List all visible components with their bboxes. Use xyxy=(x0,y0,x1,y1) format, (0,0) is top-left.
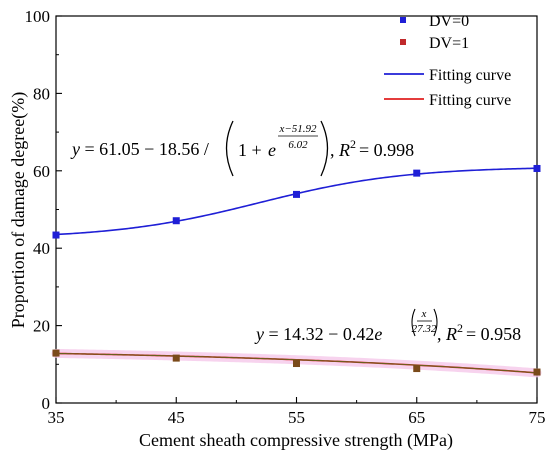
data-point-series1 xyxy=(172,354,180,362)
legend-marker-dv0 xyxy=(400,17,406,23)
x-tick-label: 35 xyxy=(48,408,65,427)
fit-curve-2-overlay xyxy=(55,352,538,374)
eq1-left-paren xyxy=(225,120,234,177)
x-tick-label: 45 xyxy=(168,408,185,427)
svg-text:x−51.92: x−51.92 xyxy=(278,123,317,135)
svg-text:1 +: 1 + xyxy=(238,140,262,160)
legend-label-fit1: Fitting curve xyxy=(429,67,511,84)
svg-text:e: e xyxy=(268,140,276,160)
svg-text:, R2= 0.958: , R2 = 0.958 xyxy=(437,321,521,344)
data-point-series1 xyxy=(413,365,421,373)
equation-1: y = 61.05 − 18.56 / 1 + e x−51.92 6.02 ,… xyxy=(70,120,414,177)
legend-label-dv0: DV=0 xyxy=(429,13,469,30)
data-point-series0 xyxy=(413,169,421,177)
y-axis-title: Proportion of damage degree(%) xyxy=(8,92,29,328)
data-point-series1 xyxy=(533,368,541,376)
y-tick-label: 100 xyxy=(25,7,51,26)
svg-text:y = 61.05 − 18.56 /: y = 61.05 − 18.56 / xyxy=(70,139,209,159)
y-tick-label: 40 xyxy=(33,239,50,258)
ticks xyxy=(55,15,538,404)
eq2-right-paren xyxy=(433,308,438,337)
data-point-series0 xyxy=(172,217,180,225)
x-tick-label: 65 xyxy=(408,408,425,427)
equation-2: y = 14.32 − 0.42e x 27.32 , R2 = 0.958 xyxy=(254,308,521,344)
tick-labels: 35 45 55 65 75 0 20 40 60 80 100 xyxy=(25,7,546,427)
svg-text:y = 14.32 − 0.42e: y = 14.32 − 0.42e xyxy=(254,324,382,344)
data-point-series0 xyxy=(52,231,60,239)
legend: DV=0 DV=1 Fitting curve Fitting curve xyxy=(384,13,511,109)
data-point-series0 xyxy=(293,190,300,198)
svg-text:, R2= 0.998: , R2 = 0.998 xyxy=(330,137,414,160)
legend-label-dv1: DV=1 xyxy=(429,35,469,52)
svg-text:x: x xyxy=(421,308,427,320)
y-tick-label: 0 xyxy=(42,394,51,413)
fit-curve-1 xyxy=(55,167,538,236)
legend-marker-dv1 xyxy=(400,39,406,45)
data-point-series0 xyxy=(533,164,541,172)
x-tick-label: 75 xyxy=(529,408,546,427)
data-points xyxy=(52,164,541,376)
y-tick-label: 20 xyxy=(33,317,50,336)
svg-text:6.02: 6.02 xyxy=(288,139,308,151)
data-point-series1 xyxy=(293,360,300,368)
svg-text:27.32: 27.32 xyxy=(412,323,437,335)
legend-label-fit2: Fitting curve xyxy=(429,92,511,109)
x-axis-title: Cement sheath compressive strength (MPa) xyxy=(139,430,453,451)
y-tick-label: 60 xyxy=(33,162,50,181)
y-tick-label: 80 xyxy=(33,84,50,103)
eq2-left-paren xyxy=(411,308,416,337)
x-tick-label: 55 xyxy=(288,408,305,427)
eq1-right-paren xyxy=(320,120,329,177)
data-point-series1 xyxy=(52,349,60,357)
